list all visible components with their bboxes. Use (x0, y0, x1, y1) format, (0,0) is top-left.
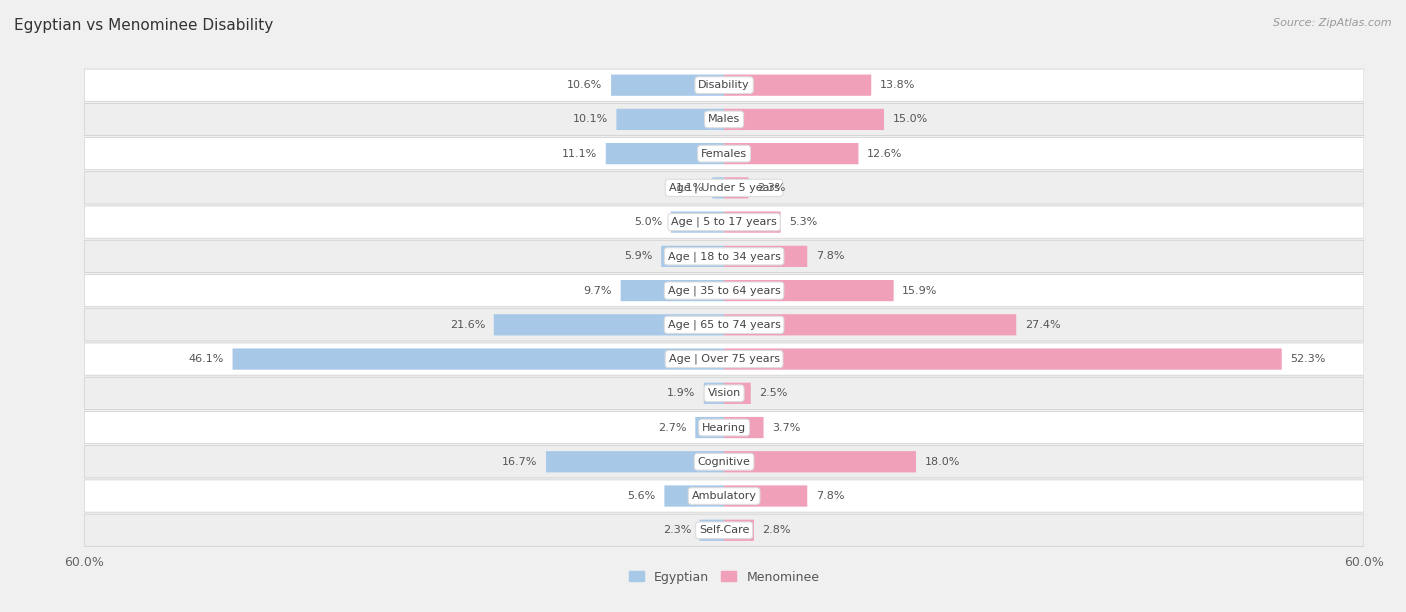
FancyBboxPatch shape (546, 451, 724, 472)
Text: 7.8%: 7.8% (815, 491, 844, 501)
Text: 7.8%: 7.8% (815, 252, 844, 261)
Text: Disability: Disability (699, 80, 749, 90)
FancyBboxPatch shape (84, 241, 1364, 272)
Text: 15.9%: 15.9% (903, 286, 938, 296)
Text: Self-Care: Self-Care (699, 525, 749, 536)
FancyBboxPatch shape (84, 138, 1364, 170)
Text: 12.6%: 12.6% (868, 149, 903, 159)
FancyBboxPatch shape (671, 212, 724, 233)
Text: Ambulatory: Ambulatory (692, 491, 756, 501)
FancyBboxPatch shape (724, 75, 872, 96)
Text: 2.5%: 2.5% (759, 388, 787, 398)
Text: Males: Males (709, 114, 740, 124)
Text: Source: ZipAtlas.com: Source: ZipAtlas.com (1274, 18, 1392, 28)
FancyBboxPatch shape (616, 109, 724, 130)
FancyBboxPatch shape (84, 514, 1364, 547)
Text: Age | 18 to 34 years: Age | 18 to 34 years (668, 251, 780, 261)
Text: 18.0%: 18.0% (925, 457, 960, 467)
Text: 2.3%: 2.3% (662, 525, 690, 536)
FancyBboxPatch shape (724, 212, 780, 233)
FancyBboxPatch shape (724, 280, 894, 301)
Text: 3.7%: 3.7% (772, 422, 800, 433)
FancyBboxPatch shape (661, 246, 724, 267)
FancyBboxPatch shape (724, 177, 748, 198)
FancyBboxPatch shape (724, 451, 917, 472)
FancyBboxPatch shape (724, 520, 754, 541)
Text: 2.8%: 2.8% (762, 525, 792, 536)
FancyBboxPatch shape (84, 377, 1364, 409)
Text: Age | Over 75 years: Age | Over 75 years (669, 354, 779, 364)
FancyBboxPatch shape (704, 382, 724, 404)
FancyBboxPatch shape (724, 314, 1017, 335)
FancyBboxPatch shape (494, 314, 724, 335)
Text: Hearing: Hearing (702, 422, 747, 433)
FancyBboxPatch shape (724, 109, 884, 130)
FancyBboxPatch shape (724, 246, 807, 267)
FancyBboxPatch shape (665, 485, 724, 507)
FancyBboxPatch shape (724, 382, 751, 404)
FancyBboxPatch shape (84, 411, 1364, 444)
Text: 13.8%: 13.8% (880, 80, 915, 90)
Text: 5.3%: 5.3% (789, 217, 817, 227)
FancyBboxPatch shape (84, 172, 1364, 204)
FancyBboxPatch shape (620, 280, 724, 301)
Text: Females: Females (702, 149, 747, 159)
Text: 16.7%: 16.7% (502, 457, 537, 467)
Text: 1.9%: 1.9% (666, 388, 696, 398)
Text: 15.0%: 15.0% (893, 114, 928, 124)
Text: Age | 35 to 64 years: Age | 35 to 64 years (668, 285, 780, 296)
Text: 2.7%: 2.7% (658, 422, 686, 433)
FancyBboxPatch shape (724, 485, 807, 507)
FancyBboxPatch shape (700, 520, 724, 541)
Text: Age | 5 to 17 years: Age | 5 to 17 years (671, 217, 778, 228)
FancyBboxPatch shape (84, 69, 1364, 101)
Text: 9.7%: 9.7% (583, 286, 612, 296)
FancyBboxPatch shape (84, 103, 1364, 135)
Text: Cognitive: Cognitive (697, 457, 751, 467)
Text: 27.4%: 27.4% (1025, 320, 1060, 330)
Text: 52.3%: 52.3% (1291, 354, 1326, 364)
FancyBboxPatch shape (84, 308, 1364, 341)
Text: 21.6%: 21.6% (450, 320, 485, 330)
Text: Age | Under 5 years: Age | Under 5 years (669, 182, 779, 193)
Text: Age | 65 to 74 years: Age | 65 to 74 years (668, 319, 780, 330)
FancyBboxPatch shape (612, 75, 724, 96)
FancyBboxPatch shape (606, 143, 724, 164)
FancyBboxPatch shape (84, 446, 1364, 478)
Text: 5.6%: 5.6% (627, 491, 655, 501)
FancyBboxPatch shape (724, 417, 763, 438)
Text: Egyptian vs Menominee Disability: Egyptian vs Menominee Disability (14, 18, 273, 34)
Legend: Egyptian, Menominee: Egyptian, Menominee (624, 565, 824, 589)
FancyBboxPatch shape (713, 177, 724, 198)
Text: 1.1%: 1.1% (675, 183, 704, 193)
Text: 11.1%: 11.1% (562, 149, 598, 159)
Text: 46.1%: 46.1% (188, 354, 224, 364)
FancyBboxPatch shape (696, 417, 724, 438)
FancyBboxPatch shape (84, 275, 1364, 307)
FancyBboxPatch shape (84, 343, 1364, 375)
FancyBboxPatch shape (232, 348, 724, 370)
Text: Vision: Vision (707, 388, 741, 398)
FancyBboxPatch shape (724, 348, 1282, 370)
Text: 10.1%: 10.1% (572, 114, 607, 124)
FancyBboxPatch shape (724, 143, 859, 164)
FancyBboxPatch shape (84, 480, 1364, 512)
FancyBboxPatch shape (84, 206, 1364, 238)
Text: 5.0%: 5.0% (634, 217, 662, 227)
Text: 2.3%: 2.3% (758, 183, 786, 193)
Text: 5.9%: 5.9% (624, 252, 652, 261)
Text: 10.6%: 10.6% (567, 80, 603, 90)
